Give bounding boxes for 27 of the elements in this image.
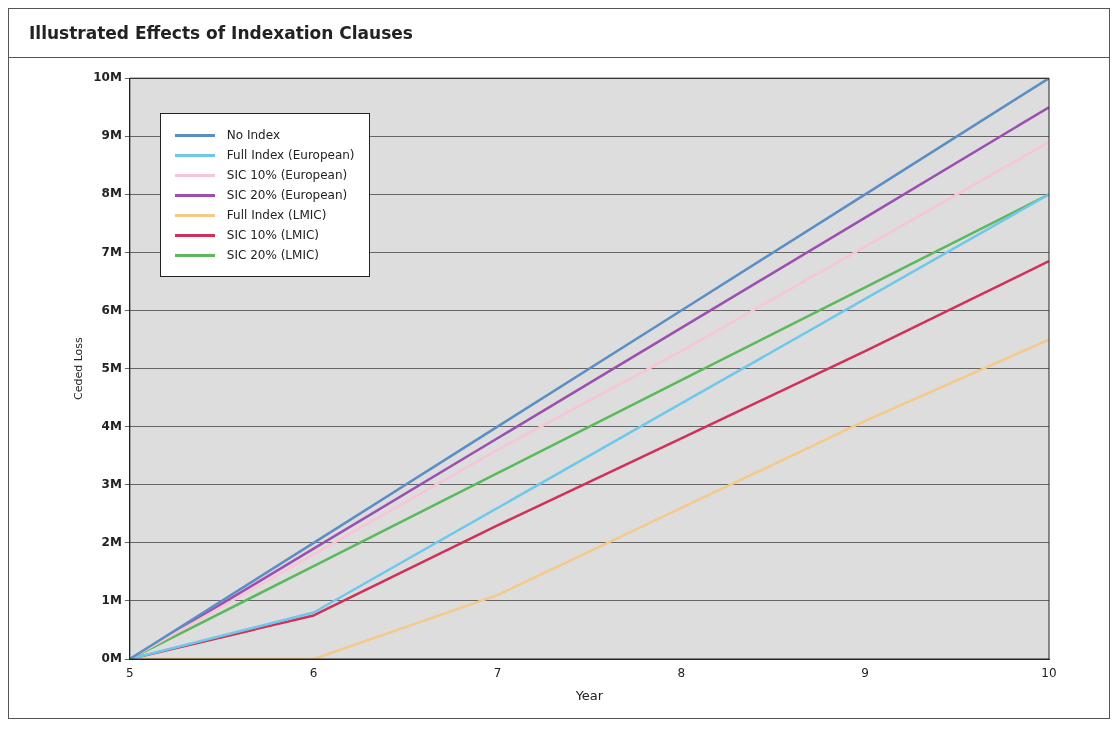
y-tick-label: 10M — [93, 70, 122, 85]
legend-label: No Index — [226, 128, 280, 143]
x-tick-label: 9 — [861, 666, 869, 681]
x-axis-title: Year — [574, 687, 604, 703]
y-tick-label: 1M — [101, 593, 122, 608]
y-tick-label: 3M — [101, 476, 122, 491]
x-tick-label: 7 — [493, 666, 502, 681]
y-tick-label: 0M — [101, 651, 122, 666]
y-tick-label: 9M — [101, 128, 122, 143]
legend-label: SIC 20% (European) — [226, 188, 348, 203]
y-tick-label: 6M — [101, 302, 122, 317]
legend-label: SIC 20% (LMIC) — [226, 248, 319, 263]
x-tick-label: 5 — [126, 666, 134, 681]
y-tick-label: 7M — [101, 244, 122, 259]
y-axis-title: Ceded Loss — [72, 336, 86, 401]
legend-label: Full Index (LMIC) — [226, 208, 327, 223]
x-tick-label: 6 — [309, 666, 318, 681]
x-tick-label: 10 — [1041, 666, 1057, 681]
y-tick-label: 2M — [101, 534, 122, 549]
y-tick-label: 5M — [101, 360, 122, 375]
x-tick-label: 8 — [677, 666, 686, 681]
y-tick-label: 4M — [101, 418, 122, 433]
legend-label: SIC 10% (European) — [226, 168, 348, 183]
legend-label: Full Index (European) — [226, 148, 355, 163]
chart-title: Illustrated Effects of Indexation Clauses — [9, 9, 1109, 58]
y-tick-label: 8M — [101, 186, 122, 201]
legend-label: SIC 10% (LMIC) — [226, 228, 319, 243]
